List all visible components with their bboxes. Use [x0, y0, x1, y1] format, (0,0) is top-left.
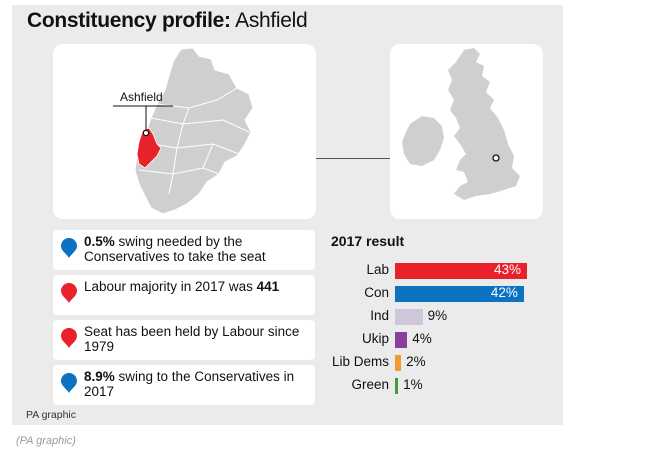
location-pin-icon [61, 328, 77, 348]
fact-card-3: Seat has been held by Labour since 1979 [53, 320, 315, 360]
bar-value-con: 42% [490, 285, 518, 300]
pin-shape [61, 328, 77, 348]
location-pin-icon [61, 283, 77, 303]
bar-label-ind: Ind [370, 308, 389, 323]
fact-text-1: 0.5% swing needed by the Conservatives t… [84, 234, 309, 264]
bar-green [395, 378, 399, 394]
uk-map [402, 48, 520, 200]
ashfield-shape [136, 127, 162, 169]
district-lines [138, 87, 250, 195]
fact-bold-1: 0.5% [84, 234, 115, 249]
bar-label-green: Green [351, 377, 389, 392]
ashfield-marker [142, 129, 150, 137]
chart-title: 2017 result [331, 233, 405, 249]
county-map-box: Ashfield [53, 44, 316, 219]
bar-value-ind: 9% [427, 308, 448, 323]
bar-label-ukip: Ukip [361, 331, 389, 346]
fact-card-4: 8.9% swing to the Conservatives in 2017 [53, 365, 315, 405]
bar-ukip [395, 332, 408, 348]
location-marker [492, 154, 500, 162]
fact-body-2: Labour majority in 2017 was [84, 279, 257, 294]
fact-text-4: 8.9% swing to the Conservatives in 2017 [84, 369, 309, 399]
location-pin-icon [61, 238, 77, 258]
bar-value-lab: 43% [493, 262, 521, 277]
pin-shape [61, 238, 77, 258]
bar-value-ukip: 4% [412, 331, 432, 346]
fact-body-3: Seat has been held by Labour since 1979 [84, 324, 300, 354]
ashfield-map-label: Ashfield [120, 90, 163, 104]
great-britain-shape [448, 48, 520, 200]
bar-lib-dems [395, 355, 402, 371]
county-map: Ashfield [113, 47, 254, 215]
location-pin-icon [61, 373, 77, 393]
bar-con [395, 286, 524, 302]
ireland-shape [402, 116, 444, 166]
fact-text-3: Seat has been held by Labour since 1979 [84, 324, 309, 354]
page-title: Constituency profile: Ashfield [27, 9, 308, 33]
fact-body-1: swing needed by the Conservatives to tak… [84, 234, 266, 264]
fact-text-2: Labour majority in 2017 was 441 [84, 279, 309, 294]
uk-map-box [390, 44, 543, 219]
bar-lab [395, 263, 527, 279]
fact-bold-4: 8.9% [84, 369, 115, 384]
fact-card-1: 0.5% swing needed by the Conservatives t… [53, 230, 315, 270]
fact-body-4: swing to the Conservatives in 2017 [84, 369, 295, 399]
pa-credit: PA graphic [26, 409, 77, 421]
county-shape [134, 47, 254, 215]
title-regular: Ashfield [235, 9, 308, 32]
bar-label-con: Con [364, 285, 389, 300]
fact-bold-2: 441 [256, 279, 280, 294]
title-bold: Constituency profile: [27, 9, 231, 32]
bar-value-lib-dems: 2% [406, 354, 426, 369]
bar-value-green: 1% [403, 377, 423, 392]
pin-shape [61, 373, 77, 393]
bar-label-lab: Lab [366, 262, 389, 277]
bar-ind [395, 309, 423, 325]
image-caption: (PA graphic) [16, 435, 76, 447]
fact-card-2: Labour majority in 2017 was 441 [53, 275, 315, 315]
bar-label-lib-dems: Lib Dems [331, 354, 389, 369]
pin-shape [61, 283, 77, 303]
